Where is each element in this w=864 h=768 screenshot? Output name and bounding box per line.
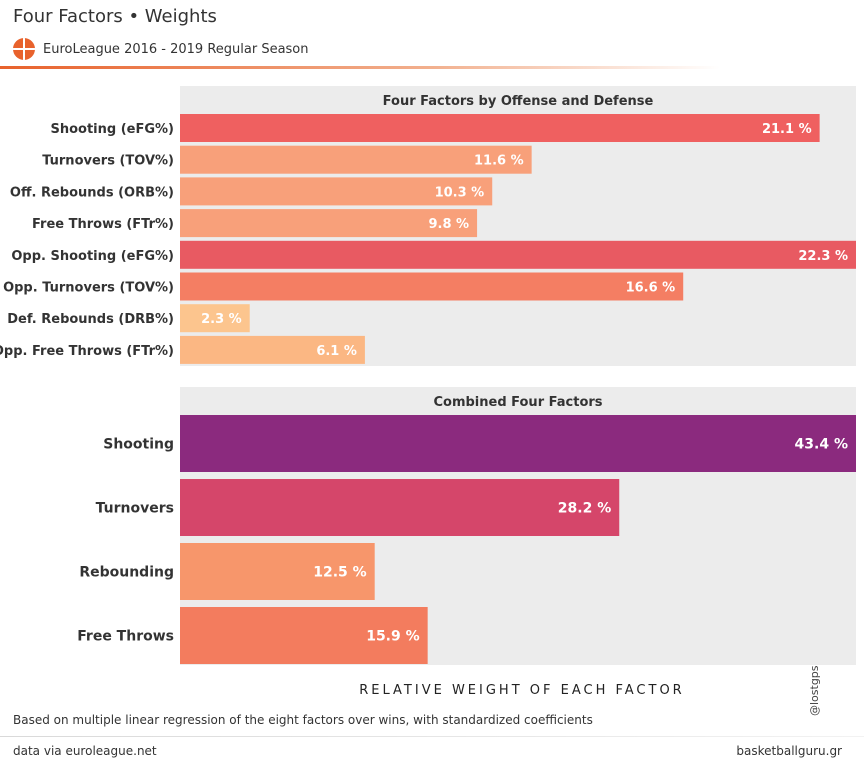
bar (180, 272, 684, 301)
bar (180, 543, 375, 600)
euroleague-logo-icon (13, 38, 35, 60)
category-label: Def. Rebounds (DRB%) (7, 312, 174, 327)
author-handle: @lostgps (808, 665, 821, 716)
page-subtitle: EuroLeague 2016 - 2019 Regular Season (43, 41, 309, 57)
methodology-note: Based on multiple linear regression of t… (13, 713, 593, 727)
category-label: Turnovers (TOV%) (42, 154, 174, 169)
data-label: 16.6 % (626, 281, 676, 296)
page-title: Four Factors • Weights (13, 6, 217, 27)
header-divider (0, 66, 720, 69)
data-source: data via euroleague.net (13, 744, 157, 758)
bar (180, 177, 493, 206)
category-label: Off. Rebounds (ORB%) (10, 185, 174, 200)
site-credit: basketballguru.gr (736, 744, 842, 758)
data-label: 11.6 % (474, 154, 524, 169)
bar (180, 145, 532, 174)
data-label: 15.9 % (366, 629, 419, 645)
data-label: 22.3 % (798, 249, 848, 264)
category-label: Opp. Free Throws (FTr%) (0, 344, 174, 359)
bar (180, 415, 856, 472)
data-label: 28.2 % (558, 501, 611, 517)
axis-title: RELATIVE WEIGHT OF EACH FACTOR (359, 683, 685, 698)
bar (180, 304, 250, 333)
bar (180, 114, 820, 142)
category-label: Free Throws (FTr%) (32, 217, 174, 232)
bar (180, 607, 428, 664)
data-label: 21.1 % (762, 122, 812, 137)
category-label: Opp. Shooting (eFG%) (11, 249, 174, 264)
subtitle-row: EuroLeague 2016 - 2019 Regular Season (13, 38, 309, 60)
category-label: Turnovers (96, 501, 174, 517)
data-label: 6.1 % (316, 344, 357, 359)
panel-title: Four Factors by Offense and Defense (383, 94, 654, 109)
data-label: 12.5 % (313, 565, 366, 581)
category-label: Free Throws (77, 629, 174, 645)
category-label: Shooting (103, 437, 174, 453)
bar (180, 240, 856, 269)
chart-area: Four Factors by Offense and Defense Shoot… (0, 86, 856, 665)
data-label: 43.4 % (795, 437, 848, 453)
bar (180, 209, 478, 238)
data-label: 9.8 % (428, 217, 469, 232)
bar (180, 479, 620, 536)
category-label: Shooting (eFG%) (50, 122, 174, 137)
panel-title: Combined Four Factors (433, 395, 602, 410)
bar (180, 335, 365, 364)
category-label: Opp. Turnovers (TOV%) (3, 281, 174, 296)
data-label: 2.3 % (201, 312, 242, 327)
category-label: Rebounding (79, 565, 174, 581)
data-label: 10.3 % (435, 185, 485, 200)
footer-divider (0, 736, 864, 737)
